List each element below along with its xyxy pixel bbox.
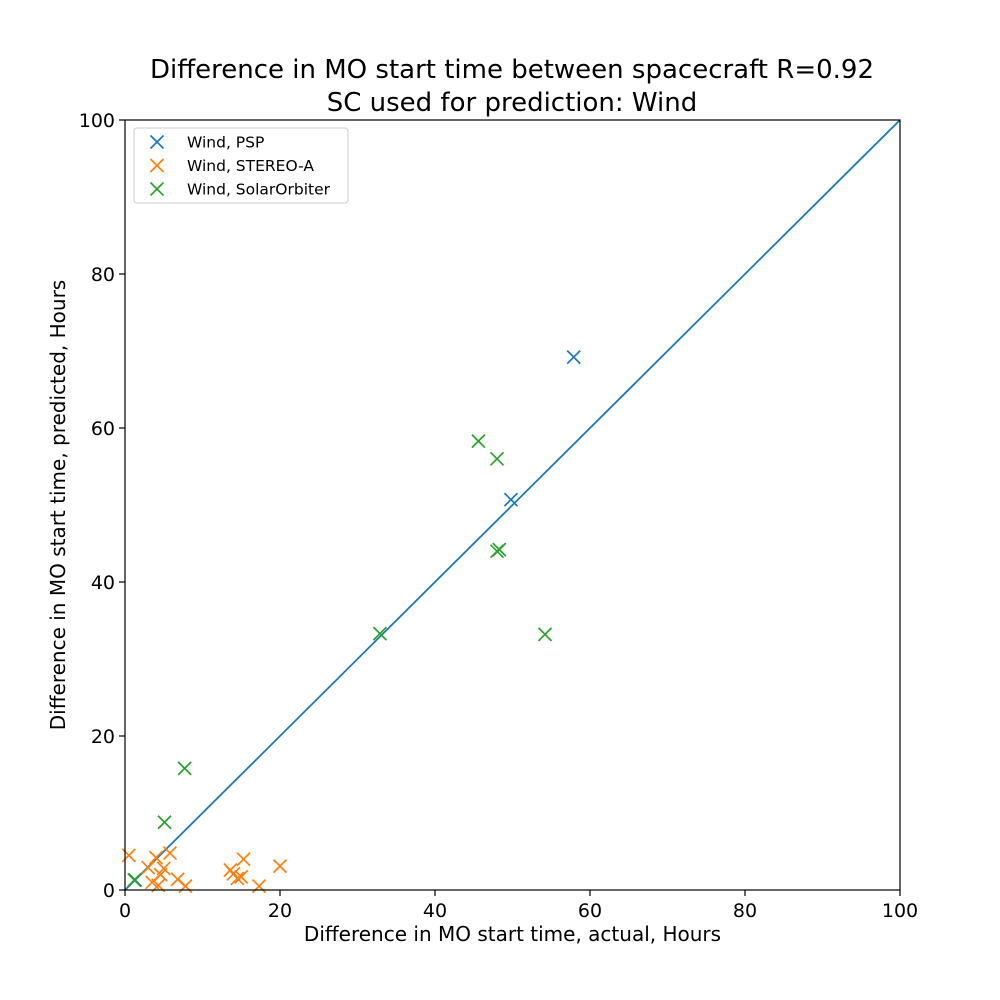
legend-marker-0 — [149, 134, 165, 150]
data-point-series-1 — [236, 852, 251, 867]
data-point-series-1 — [272, 859, 288, 874]
y-tick-label: 100 — [79, 110, 115, 132]
legend-label-2: Wind, SolarOrbiter — [187, 181, 331, 199]
data-point-series-2 — [177, 761, 192, 776]
data-point-series-1 — [234, 869, 249, 885]
y-tick-label: 0 — [103, 880, 115, 902]
legend-box — [133, 127, 349, 204]
data-point-series-1 — [148, 850, 164, 865]
x-tick-label: 0 — [119, 900, 131, 922]
y-axis-label: Difference in MO start time, predicted, … — [46, 280, 70, 730]
data-point-series-2 — [157, 815, 172, 830]
reference-line — [124, 119, 901, 891]
data-point-series-2 — [537, 627, 553, 642]
x-tick-label: 20 — [268, 900, 292, 922]
data-point-series-2 — [372, 626, 388, 641]
x-axis-label: Difference in MO start time, actual, Hou… — [304, 922, 721, 946]
x-tick-label: 80 — [733, 900, 757, 922]
data-point-series-1 — [141, 860, 156, 875]
x-tick-label: 60 — [578, 900, 602, 922]
data-point-series-2 — [471, 433, 486, 449]
data-point-series-2 — [489, 451, 505, 466]
data-point-series-1 — [156, 861, 171, 876]
legend-marker-1 — [149, 158, 165, 173]
chart-subtitle: SC used for prediction: Wind — [327, 88, 698, 118]
plot-frame — [124, 119, 901, 891]
reference-line-group — [124, 119, 901, 891]
data-points — [121, 350, 581, 894]
y-tick-label: 60 — [91, 418, 115, 440]
legend-label-0: Wind, PSP — [187, 134, 264, 152]
axis-ticks: 0 20 40 60 80 100 0 20 40 60 80 100 — [79, 110, 918, 922]
data-point-series-1 — [162, 845, 178, 861]
y-tick-label: 80 — [91, 264, 115, 286]
data-point-series-0 — [503, 492, 519, 507]
data-point-series-0 — [566, 350, 581, 365]
data-point-series-1 — [230, 871, 245, 886]
legend-marker-2 — [149, 181, 165, 197]
legend-label-1: Wind, STEREO-A — [187, 157, 314, 175]
chart-title: Difference in MO start time between spac… — [150, 55, 874, 85]
x-tick-label: 40 — [423, 900, 447, 922]
y-tick-label: 40 — [91, 572, 115, 594]
data-point-series-2 — [492, 542, 507, 557]
x-tick-label: 100 — [882, 900, 918, 922]
data-point-series-2 — [127, 872, 142, 888]
y-tick-label: 20 — [91, 726, 115, 748]
legend: Wind, PSP Wind, STEREO-A Wind, SolarOrbite… — [133, 127, 349, 204]
